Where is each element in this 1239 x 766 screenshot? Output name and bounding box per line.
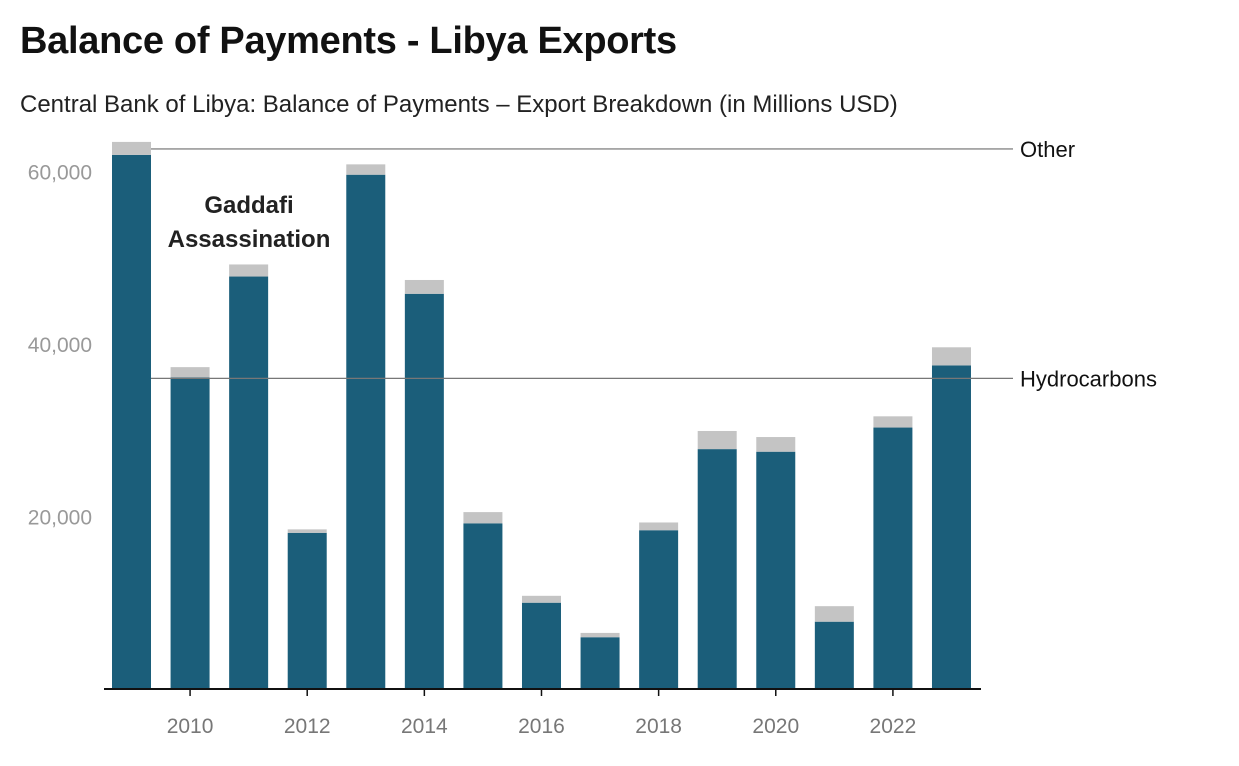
x-tick-label: 2012: [284, 715, 331, 738]
bar-hydrocarbons-2020: [756, 451, 796, 689]
bar-other-2016: [521, 595, 561, 603]
bar-other-2019: [697, 430, 737, 450]
bar-other-2012: [287, 529, 327, 533]
y-tick-label: 20,000: [28, 506, 92, 529]
legend-label-other: Other: [1020, 137, 1075, 162]
bar-other-2018: [639, 522, 679, 531]
bar-hydrocarbons-2016: [521, 602, 561, 689]
bar-hydrocarbons-2018: [639, 530, 679, 689]
bar-hydrocarbons-2021: [814, 621, 854, 689]
bar-hydrocarbons-2012: [287, 532, 327, 689]
x-tick-label: 2014: [401, 715, 448, 738]
x-tick-label: 2010: [167, 715, 214, 738]
bar-other-2020: [756, 437, 796, 452]
bar-hydrocarbons-2022: [873, 427, 913, 689]
bar-hydrocarbons-2017: [580, 637, 620, 689]
bar-hydrocarbons-2010: [170, 377, 210, 689]
x-tick-label: 2022: [870, 715, 917, 738]
bar-hydrocarbons-2011: [229, 276, 269, 689]
bar-hydrocarbons-2009: [112, 154, 151, 690]
chart-title: Balance of Payments - Libya Exports: [20, 20, 677, 62]
annotation-gaddafi-line2: Assassination: [168, 226, 331, 253]
y-tick-label: 40,000: [28, 334, 92, 357]
chart-subtitle: Central Bank of Libya: Balance of Paymen…: [20, 91, 898, 118]
x-tick-label: 2020: [752, 715, 799, 738]
x-tick-label: 2018: [635, 715, 682, 738]
bar-other-2022: [873, 416, 913, 428]
bar-other-2023: [931, 347, 971, 366]
bar-other-2011: [229, 264, 269, 277]
bar-other-2021: [814, 606, 854, 622]
bar-hydrocarbons-2023: [931, 365, 971, 689]
bar-hydrocarbons-2014: [404, 293, 444, 689]
bar-other-2017: [580, 632, 620, 638]
legend-label-hydrocarbons: Hydrocarbons: [1020, 366, 1157, 391]
annotation-gaddafi-line1: Gaddafi: [204, 192, 293, 219]
bar-other-2014: [404, 279, 444, 294]
bar-other-2013: [346, 164, 386, 175]
bar-other-2015: [463, 512, 503, 524]
bar-hydrocarbons-2019: [697, 449, 737, 689]
x-tick-label: 2016: [518, 715, 565, 738]
bar-hydrocarbons-2013: [346, 174, 386, 689]
bar-other-2009: [112, 141, 151, 155]
bar-hydrocarbons-2015: [463, 523, 503, 689]
y-tick-label: 60,000: [28, 161, 92, 184]
bar-other-2010: [170, 367, 210, 378]
